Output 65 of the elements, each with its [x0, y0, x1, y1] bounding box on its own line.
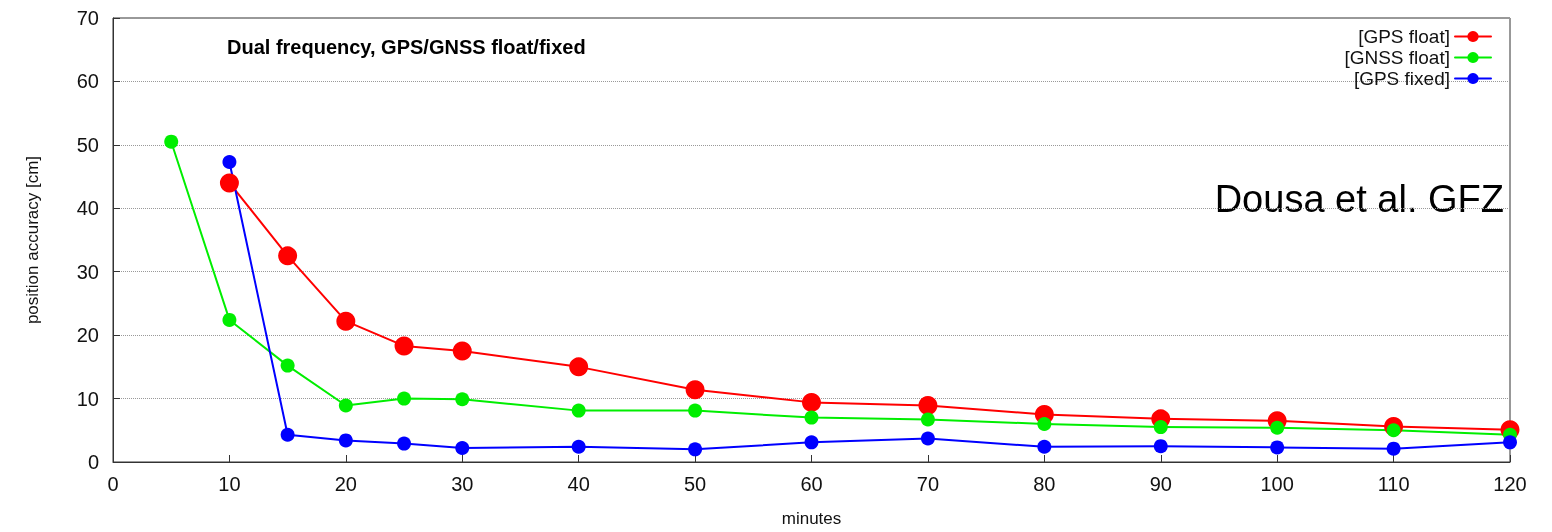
point — [455, 392, 470, 407]
point — [394, 336, 414, 356]
x-tick-label: 100 — [1260, 473, 1294, 495]
point — [688, 403, 703, 418]
y-tick-label: 60 — [76, 70, 99, 93]
legend-label: [GPS float] — [1358, 26, 1450, 47]
point — [1270, 420, 1285, 435]
point — [280, 358, 295, 373]
point — [164, 134, 179, 149]
legend-label: [GPS fixed] — [1353, 68, 1450, 89]
point — [1153, 420, 1168, 435]
y-tick-label: 0 — [87, 451, 99, 473]
y-tick-label: 10 — [76, 387, 99, 410]
point — [452, 341, 472, 361]
legend-label: [GNSS float] — [1344, 47, 1450, 68]
point — [336, 311, 356, 331]
point — [1153, 439, 1168, 454]
point — [1037, 416, 1052, 431]
point — [571, 439, 586, 454]
y-tick-label: 40 — [76, 197, 99, 220]
y-tick-label: 50 — [76, 133, 99, 156]
x-tick-label: 80 — [1033, 473, 1056, 495]
point — [222, 154, 237, 169]
x-tick-label: 90 — [1149, 473, 1172, 495]
point — [219, 173, 239, 193]
x-tick-label: 70 — [916, 473, 940, 495]
x-axis-title: minutes — [781, 509, 842, 528]
annotation: Dousa et al. GFZ — [1214, 178, 1504, 220]
point — [222, 312, 237, 327]
x-tick-label: 30 — [451, 473, 474, 495]
text: Dual frequency, GPS/GNSS float/fixed — [227, 36, 586, 58]
point — [1386, 441, 1401, 456]
point — [1037, 439, 1052, 454]
point — [802, 392, 821, 412]
point — [571, 403, 586, 418]
point — [338, 398, 353, 413]
x-tick-label: 60 — [800, 473, 823, 495]
x-tick-label: 120 — [1493, 473, 1527, 495]
point — [569, 357, 589, 377]
x-tick-label: 10 — [218, 473, 241, 495]
x-tick-label: 50 — [683, 473, 707, 495]
x-tick-label: 20 — [334, 473, 357, 495]
point — [1503, 435, 1517, 450]
x-tick-label: 0 — [107, 473, 119, 495]
point — [918, 396, 938, 416]
point — [804, 410, 819, 425]
point — [688, 442, 703, 457]
y-axis-title: position accuracy [cm] — [23, 155, 42, 325]
y-tick-label: 20 — [76, 324, 99, 347]
point — [280, 427, 295, 442]
x-tick-label: 110 — [1377, 473, 1410, 495]
point — [397, 391, 412, 406]
point — [920, 412, 935, 427]
point — [1386, 423, 1401, 438]
point — [455, 441, 470, 456]
point — [1270, 440, 1285, 455]
point — [685, 380, 705, 400]
point — [397, 436, 412, 451]
point — [278, 246, 298, 266]
x-tick-label: 40 — [567, 473, 590, 495]
point — [920, 431, 935, 446]
point — [338, 433, 353, 448]
y-tick-label: 70 — [76, 7, 99, 29]
y-tick-label: 30 — [76, 260, 99, 283]
point — [804, 435, 819, 450]
